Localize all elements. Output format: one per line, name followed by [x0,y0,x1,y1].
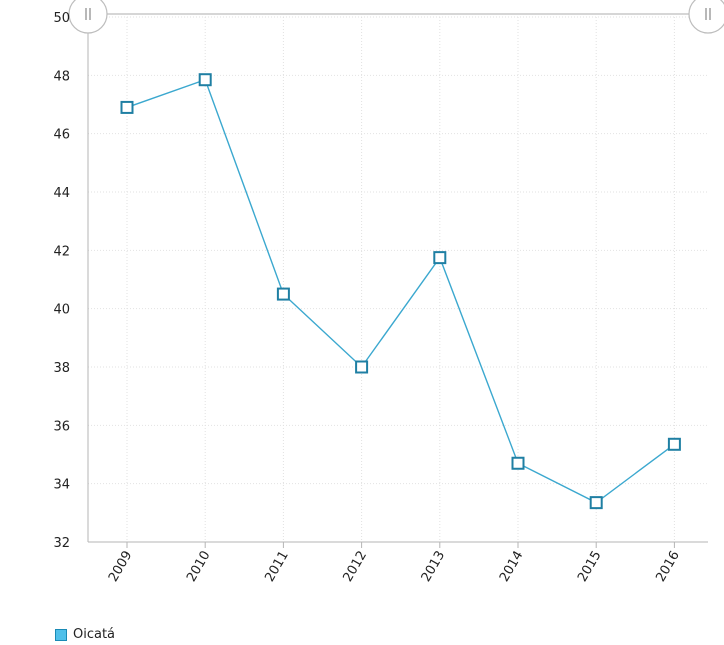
data-point[interactable] [511,456,525,470]
slider-handle-right[interactable] [688,0,724,34]
data-point[interactable] [589,496,603,510]
y-tick-label: 50 [53,11,70,26]
x-tick-label: 2012 [341,549,371,585]
legend[interactable]: Oicatá [55,627,115,642]
axes [87,17,708,548]
series-oicata [120,73,681,510]
x-tick-label: 2009 [106,549,136,585]
grip-lines-icon [705,8,711,20]
grip-lines-icon [85,8,91,20]
y-tick-label: 44 [53,186,70,201]
y-tick-label: 36 [53,419,70,434]
y-tick-label: 40 [53,303,70,318]
data-point[interactable] [355,360,369,374]
y-tick-label: 34 [53,478,70,493]
y-tick-label: 42 [53,244,70,259]
range-slider [68,0,724,34]
y-tick-label: 32 [53,536,70,551]
data-point[interactable] [276,287,290,301]
x-tick-label: 2013 [419,549,449,585]
x-tick-label: 2014 [497,549,527,585]
grid [88,16,708,543]
y-tick-label: 46 [53,128,70,143]
y-tick-label: 48 [53,69,70,84]
x-tick-label: 2010 [184,549,214,585]
legend-swatch [55,628,67,641]
y-tick-label: 38 [53,361,70,376]
x-tick-label: 2015 [575,549,605,585]
data-point[interactable] [120,100,134,114]
data-point[interactable] [667,437,681,451]
data-point[interactable] [433,251,447,265]
x-tick-label: 2011 [262,549,292,585]
x-axis-ticks: 2009 2010 2011 2012 2013 2014 2015 2016 [106,549,683,585]
slider-handle-left[interactable] [68,0,108,34]
slider-handle-left-knob [68,0,108,34]
data-point[interactable] [198,73,212,87]
series-line [126,78,675,504]
legend-label: Oicatá [73,627,116,642]
x-tick-label: 2016 [653,549,683,585]
y-axis-ticks: 32 34 36 38 40 42 44 46 48 50 [53,11,70,551]
